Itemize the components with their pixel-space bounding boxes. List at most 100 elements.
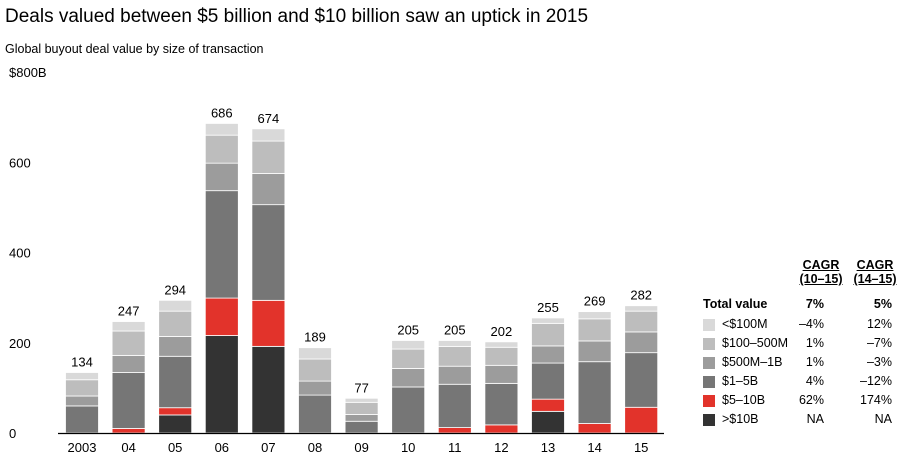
bar-segment [65,395,99,407]
bar-segment [391,386,426,434]
legend-swatch [703,376,715,388]
legend-row: $100–500M 1% –7% [703,335,898,353]
legend-row: $5–10B 62% 174% [703,392,898,410]
y-tick-label: 400 [9,246,31,261]
x-tick-label: 14 [587,440,601,455]
bar-segment [65,405,99,434]
legend-cagr-14-15: 12% [866,317,892,331]
bar-segment [204,190,239,299]
bar-segment [437,383,472,428]
y-tick-label: 600 [9,155,31,170]
x-tick-label: 13 [541,440,555,455]
bar-segment [251,140,286,174]
legend-row: $500M–1B 1% –3% [703,354,898,372]
legend-cagr-10-15: NA [806,412,824,426]
x-tick-label: 15 [634,440,648,455]
x-tick-label: 09 [354,440,368,455]
bar-segment [624,406,659,434]
bar-segment [531,362,565,400]
bar-segment [391,348,426,369]
legend-swatch [703,395,715,407]
y-tick-label: 200 [9,336,31,351]
bar-segment [624,310,659,333]
bar-segment [204,123,239,136]
bar-total-label: 134 [71,355,93,370]
bar-segment [344,420,379,434]
bar-segment [531,398,565,412]
bar-total-label: 189 [304,330,326,345]
y-tick-label: $800B [9,65,47,80]
cagr-10-15-title: CAGR [802,258,840,272]
bar-segment [484,424,519,434]
bar-segment [111,330,146,356]
bar-segment [484,346,519,366]
bar-segment [158,355,193,409]
legend-cagr-10-15: –4% [798,317,824,331]
legend-label: $100–500M [722,336,789,350]
bar-segment [577,423,612,434]
bar-segment [577,318,612,342]
total-cagr-14-15: 5% [873,297,892,311]
cagr-10-15-header: CAGR (10–15) [791,258,851,286]
bar-segment [531,345,565,364]
cagr-10-15-period: (10–15) [799,272,843,286]
bar-total-label: 205 [444,322,466,337]
bar-segment [344,397,379,403]
bar-segment [624,305,659,312]
bar-segment [437,340,472,347]
bar-segment [158,407,193,416]
bar-segment [65,372,99,381]
legend-swatch [703,357,715,369]
legend-cagr-10-15: 1% [805,336,824,350]
bar-total-label: 247 [118,304,140,319]
legend-swatch [703,338,715,350]
bar-total-label: 269 [584,294,606,309]
legend-label: <$100M [722,317,768,331]
total-value-label: Total value [703,297,768,311]
chart-title: Deals valued between $5 billion and $10 … [5,6,589,27]
legend-label: >$10B [722,412,759,426]
x-tick-label: 04 [121,440,135,455]
bar-segment [344,401,379,415]
legend-swatch [703,319,715,331]
bar-segment [531,322,565,347]
x-tick-label: 12 [494,440,508,455]
x-tick-label: 10 [401,440,415,455]
cagr-14-15-header: CAGR (14–15) [851,258,899,286]
bar-segment [251,173,286,206]
bar-segment [484,382,519,426]
bar-total-label: 205 [397,322,419,337]
bar-segment [531,410,565,434]
bar-segment [624,352,659,408]
bar-segment [391,368,426,388]
bar-segment [251,299,286,347]
x-tick-label: 06 [215,440,229,455]
legend-cagr-14-15: 174% [860,393,892,407]
bar-segment [158,336,193,357]
bar-total-label: 282 [630,288,652,303]
x-tick-label: 2003 [68,440,97,455]
bar-segment [158,299,193,312]
legend-cagr-10-15: 4% [805,374,824,388]
bar-segment [251,128,286,142]
legend-label: $5–10B [722,393,766,407]
cagr-14-15-period: (14–15) [853,272,897,286]
bar-segment [158,414,193,434]
bar-segment [65,379,99,397]
legend-label: $500M–1B [722,355,783,369]
legend-cagr-14-15: –12% [860,374,892,388]
bar-total-label: 77 [354,380,368,395]
bar-segment [437,365,472,385]
legend-cagr-14-15: NA [874,412,892,426]
x-tick-label: 05 [168,440,182,455]
bar-total-label: 674 [258,111,280,126]
bar-segment [204,162,239,192]
legend-row: <$100M –4% 12% [703,316,898,334]
bar-segment [531,317,565,324]
bar-segment [391,340,426,350]
y-tick-label: 0 [9,426,16,441]
bar-total-label: 202 [491,324,513,339]
cagr-14-15-title: CAGR [856,258,894,272]
bar-segment [298,380,332,396]
bar-segment [577,361,612,424]
